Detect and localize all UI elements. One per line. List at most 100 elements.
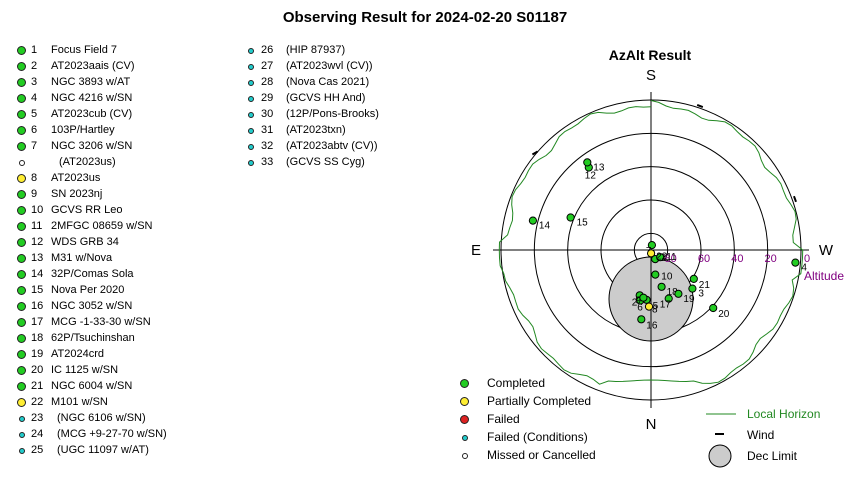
target-name: NGC 3206 w/SN [51, 140, 133, 152]
target-list-column-2: 26 (HIP 87937) 27 (AT2023wvl (CV)) 28 (Nova C… [246, 42, 446, 170]
altitude-tick-label: 60 [698, 253, 710, 265]
target-number: 4 [31, 92, 38, 104]
target-point-label: 12 [585, 171, 597, 182]
target-list-item: 24 (MCG +9-27-70 w/SN) [17, 426, 237, 442]
target-number: 6 [31, 124, 38, 136]
target-list-item: 6 103P/Hartley [17, 122, 237, 138]
chart-legend-right: Local Horizon Wind Dec Limit [706, 407, 820, 468]
target-name: AT2023aais (CV) [51, 60, 135, 72]
target-point [651, 270, 660, 279]
target-number: 19 [31, 348, 44, 360]
target-list-item: 5 AT2023cub (CV) [17, 106, 237, 122]
target-point-label: 6 [637, 303, 643, 314]
target-number: 18 [31, 332, 44, 344]
compass-label-bottom: N [646, 416, 657, 433]
status-dot-icon [17, 222, 26, 231]
target-number: 24 [31, 428, 44, 440]
status-dot-icon [248, 64, 254, 70]
target-name: 103P/Hartley [51, 124, 115, 136]
target-point-label: 10 [661, 272, 673, 283]
target-name: (MCG +9-27-70 w/SN) [57, 428, 167, 440]
target-number: 2 [31, 60, 38, 72]
target-list-column-1: 1 Focus Field 7 2 AT2023aais (CV) 3 NGC 3893 … [17, 42, 237, 458]
target-point-label: 9 [635, 296, 641, 307]
target-name: WDS GRB 34 [51, 236, 119, 248]
wind-marker [793, 195, 797, 203]
target-number: 5 [31, 108, 38, 120]
wind-marker [696, 104, 704, 108]
status-dot-icon [462, 435, 468, 441]
status-dot-icon [19, 432, 25, 438]
target-list-item: 25 (UGC 11097 w/AT) [17, 442, 237, 458]
altitude-axis-label: Altitude [804, 269, 844, 283]
local-horizon-path [498, 100, 804, 385]
legend-label: Failed [487, 412, 520, 426]
polar-grid: S N E W 80 60 40 20 0 Altitude [471, 67, 844, 433]
target-name: M31 w/Nova [51, 252, 113, 264]
target-point-label: 13 [593, 162, 605, 173]
target-point [583, 158, 592, 167]
compass-label-left: E [471, 242, 481, 259]
target-number: 21 [31, 380, 44, 392]
target-number: 12 [31, 236, 44, 248]
target-point-label: 8 [652, 305, 658, 316]
target-name: (Nova Cas 2021) [286, 76, 370, 88]
status-dot-icon [17, 78, 26, 87]
target-point [709, 303, 718, 313]
target-name: NGC 3052 w/SN [51, 300, 133, 312]
target-name: (AT2023wvl (CV)) [286, 60, 373, 72]
status-dot-icon [17, 46, 26, 55]
target-point [637, 315, 646, 324]
legend-label: Missed or Cancelled [487, 448, 596, 462]
altitude-tick-label: 0 [804, 253, 810, 265]
target-list-item: 7 NGC 3206 w/SN [17, 138, 237, 154]
target-number: 13 [31, 252, 44, 264]
target-name: AT2023us [51, 172, 101, 184]
status-dot-icon [17, 286, 26, 295]
status-dot-icon [17, 398, 26, 407]
altitude-tick-label: 80 [665, 253, 677, 265]
horizon-legend-label: Local Horizon [747, 407, 820, 421]
target-number: 23 [31, 412, 44, 424]
target-point [644, 302, 654, 311]
altitude-tick-label: 20 [765, 253, 777, 265]
target-point [674, 289, 683, 298]
target-number: 25 [31, 444, 44, 456]
target-point-label: 5 [653, 301, 659, 312]
target-list-item: 19 AT2024crd [17, 346, 237, 362]
target-list-item: 23 (NGC 6106 w/SN) [17, 410, 237, 426]
target-name: AT2024crd [51, 348, 104, 360]
status-dot-icon [248, 144, 254, 150]
target-point-label: 2 [632, 297, 638, 308]
target-point-label: 4 [801, 263, 807, 274]
target-name: (AT2023us) [59, 156, 116, 168]
status-dot-icon [17, 110, 26, 119]
target-list-item: 9 SN 2023nj [17, 186, 237, 202]
local-horizon-line [498, 100, 804, 385]
target-name: M101 w/SN [51, 396, 108, 408]
target-list-item: 27 (AT2023wvl (CV)) [246, 58, 446, 74]
target-number: 32 [261, 140, 274, 152]
status-dot-icon [462, 453, 468, 459]
page-title: Observing Result for 2024-02-20 S01187 [282, 9, 568, 26]
target-point [528, 216, 538, 225]
status-dot-icon [248, 96, 254, 102]
target-number: 8 [31, 172, 38, 184]
target-name: SN 2023nj [51, 188, 103, 200]
target-list-item: 1 Focus Field 7 [17, 42, 237, 58]
legend-label: Partially Completed [487, 394, 592, 408]
target-point [639, 293, 648, 302]
target-number: 7 [31, 140, 38, 152]
target-point-label: 18 [667, 287, 679, 298]
status-dot-icon [17, 366, 26, 375]
status-dot-icon [248, 160, 254, 166]
target-list-item: 30 (12P/Pons-Brooks) [246, 106, 446, 122]
target-list-item: 22 M101 w/SN [17, 394, 237, 410]
target-name: NGC 6004 w/SN [51, 380, 133, 392]
target-number: 16 [31, 300, 44, 312]
target-name: (HIP 87937) [286, 44, 346, 56]
target-name: 62P/Tsuchinshan [51, 332, 135, 344]
status-dot-icon [248, 112, 254, 118]
target-name: (AT2023txn) [286, 124, 346, 136]
target-list-item: 29 (GCVS HH And) [246, 90, 446, 106]
